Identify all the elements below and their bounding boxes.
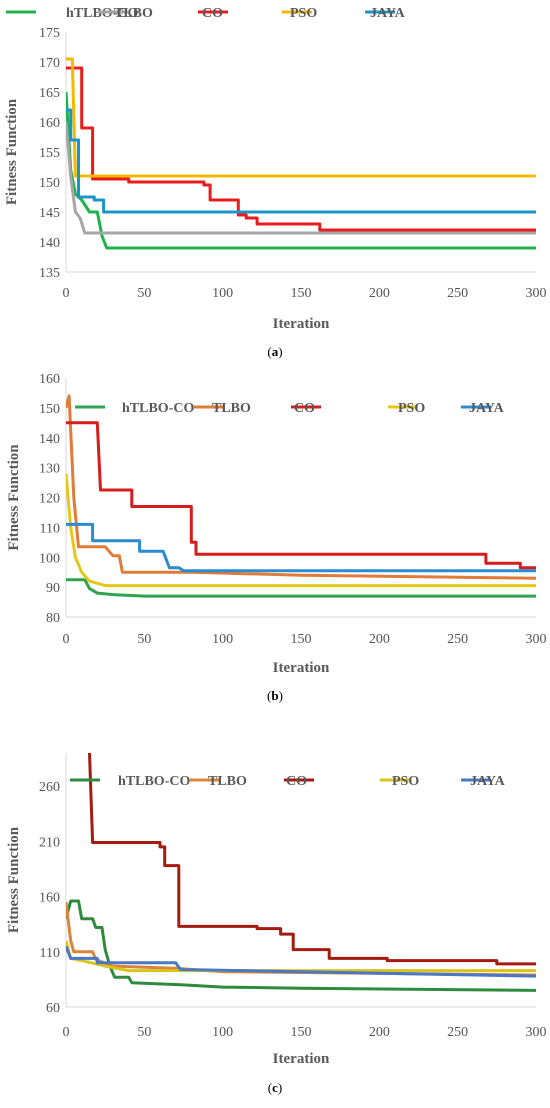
y-tick-label: 135 [39,266,60,281]
y-axis-title: Fitness Function [6,826,22,933]
y-tick-label: 80 [46,611,60,626]
series-line-pso [66,57,536,178]
caption-letter: c [272,1080,278,1095]
y-tick-label: 120 [39,492,60,507]
legend-label-co: CO [294,401,315,416]
legend-label-co: CO [286,774,307,789]
y-tick-label: 210 [39,835,60,850]
x-tick-label: 0 [63,286,70,301]
legend-label-htlbo-co: hTLBO-CO [122,401,194,416]
x-tick-label: 250 [447,632,468,647]
legend-label-jaya: JAYA [370,6,406,21]
x-tick-label: 300 [526,632,547,647]
y-tick-label: 60 [46,1001,60,1016]
legend-label-pso: PSO [392,774,419,789]
x-tick-label: 50 [137,1025,151,1040]
series-group [66,394,537,598]
chart-b: 80 90 100 110 120 130 140 150 160 0 50 100 150 200 250… [6,372,547,703]
y-tick-label: 110 [40,521,60,536]
legend-label-tlbo: TLBO [114,6,153,21]
y-tick-label: 160 [39,116,60,131]
series-group [66,57,536,250]
series-line-jaya [66,945,537,978]
series-line-tlbo [66,394,537,580]
caption-paren-close: ) [278,1080,282,1095]
x-tick-label: 0 [63,632,70,647]
x-tick-label: 200 [369,286,390,301]
x-tick-label: 150 [291,286,312,301]
x-tick-label: 150 [291,1025,312,1040]
y-tick-label: 90 [46,581,60,596]
chart-c: 60 110 160 210 260 0 50 100 150 200 250 300 Iteratio… [6,752,547,1095]
caption-paren-close: ) [279,688,283,703]
x-tick-label: 200 [369,1025,390,1040]
series-group [66,752,537,992]
y-tick-label: 260 [39,780,60,795]
series-line-jaya [66,522,536,573]
y-tick-label: 170 [39,56,60,71]
y-tick-label: 165 [39,86,60,101]
series-line-htlbo-co [66,899,537,992]
y-tick-label: 175 [39,26,60,41]
legend-label-jaya: JAYA [470,774,506,789]
chart-a: 135 140 145 150 155 160 165 170 175 0 50 100 150 200 2… [4,6,547,359]
legend-label-pso: PSO [290,6,317,21]
x-tick-label: 250 [447,286,468,301]
y-tick-label: 145 [39,206,60,221]
caption-paren-open: ( [267,344,271,359]
x-tick-label: 200 [369,632,390,647]
y-axis-title: Fitness Function [6,444,22,551]
x-tick-label: 50 [137,286,151,301]
caption-letter: b [271,688,278,703]
x-tick-label: 100 [212,632,233,647]
legend-label-jaya: JAYA [469,401,505,416]
legend-label-pso: PSO [398,401,425,416]
x-tick-label: 250 [447,1025,468,1040]
x-tick-label: 300 [526,286,547,301]
x-axis-title: Iteration [273,316,330,332]
y-tick-label: 130 [39,462,60,477]
y-tick-label: 155 [39,146,60,161]
y-tick-label: 160 [39,372,60,387]
y-tick-label: 160 [39,891,60,906]
series-line-htlbo-co [66,578,536,598]
legend-label-htlbo-co: hTLBO-CO [118,774,190,789]
caption-paren-open: ( [268,1080,272,1095]
caption: (b) [267,688,283,703]
y-tick-label: 110 [40,946,60,961]
y-tick-label: 100 [39,551,60,566]
series-line-co [88,752,536,966]
legend-label-tlbo: TLBO [212,401,251,416]
y-tick-label: 140 [39,432,60,447]
series-line-tlbo [66,121,536,235]
caption-paren-close: ) [278,344,282,359]
x-axis-title: Iteration [273,1051,330,1067]
x-tick-label: 0 [63,1025,70,1040]
y-tick-label: 150 [39,402,60,417]
caption: (a) [267,344,282,359]
series-line-co [66,421,536,570]
caption-letter: a [272,344,279,359]
series-line-co [66,66,536,232]
y-tick-label: 140 [39,236,60,251]
x-tick-label: 50 [137,632,151,647]
legend-label-tlbo: TLBO [208,774,247,789]
x-axis-title: Iteration [273,660,330,676]
x-tick-label: 150 [291,632,312,647]
series-line-pso [66,473,536,588]
x-tick-label: 300 [526,1025,547,1040]
x-tick-label: 100 [212,1025,233,1040]
legend-label-co: CO [202,6,223,21]
caption-paren-open: ( [267,688,271,703]
series-line-jaya [66,108,536,214]
caption: (c) [268,1080,282,1095]
x-tick-label: 100 [212,286,233,301]
y-axis-title: Fitness Function [4,98,20,205]
y-tick-label: 150 [39,176,60,191]
